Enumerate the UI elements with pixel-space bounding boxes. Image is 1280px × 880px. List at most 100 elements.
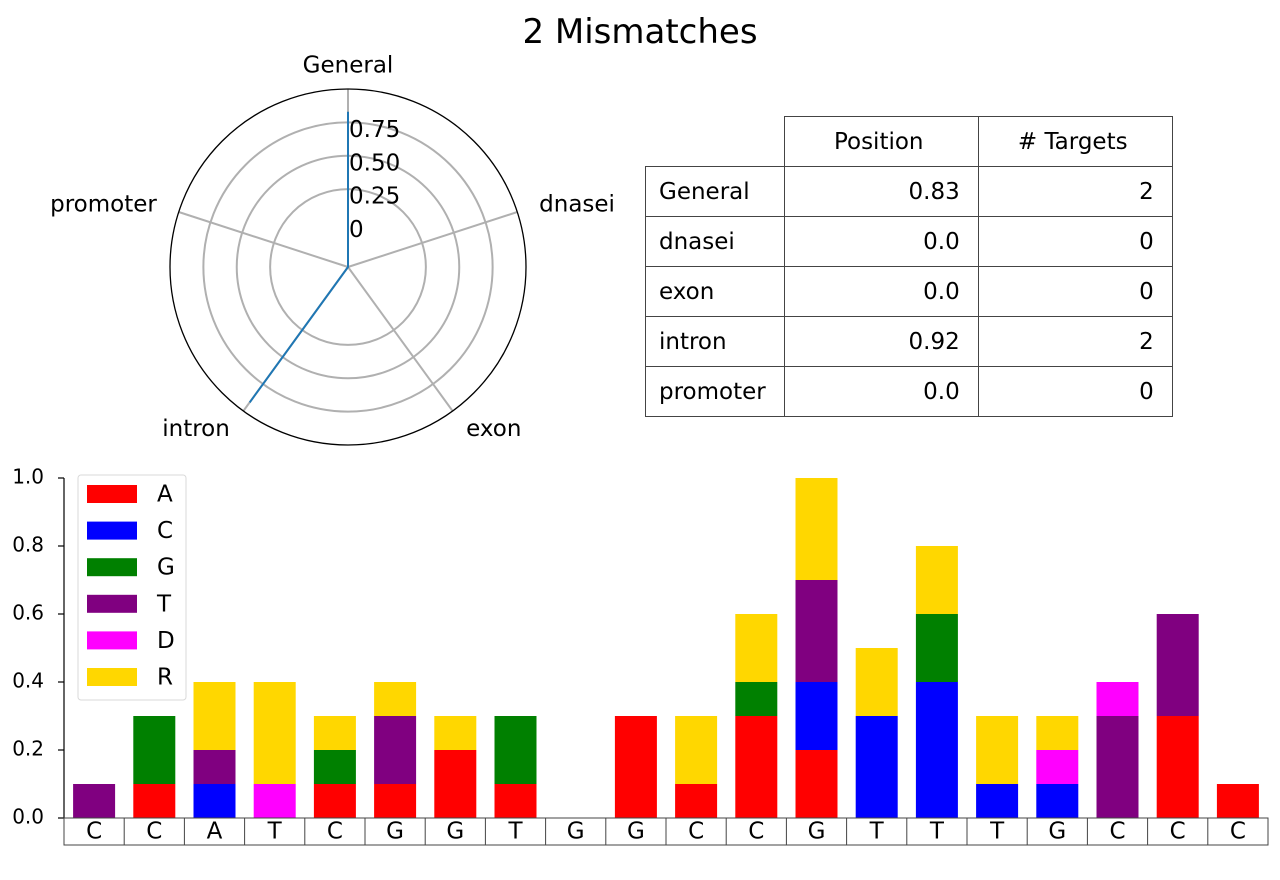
bar-segment-A	[795, 750, 838, 818]
bar-segment-R	[374, 682, 417, 716]
x-category-label: C	[146, 819, 162, 845]
bar-segment-C	[855, 716, 898, 818]
y-tick-label: 0.6	[12, 601, 44, 625]
table-header-row: Position # Targets	[645, 116, 1173, 167]
x-category-label: C	[86, 819, 102, 845]
x-category-label: T	[929, 819, 945, 845]
targets-cell: 2	[977, 316, 1173, 367]
table-row: dnasei 0.0 0	[645, 216, 1173, 267]
y-tick-label: 0.8	[12, 533, 44, 557]
x-category-label: A	[207, 819, 223, 845]
x-category-label: G	[627, 819, 645, 845]
table-row: General 0.83 2	[645, 166, 1173, 217]
bar-segment-A	[735, 716, 778, 818]
bar-segment-D	[1036, 750, 1079, 784]
bar-segment-R	[855, 648, 898, 716]
bar-segment-T	[1096, 716, 1139, 818]
bar-segment-T	[374, 716, 417, 784]
bar-segment-G	[133, 716, 176, 784]
row-label: dnasei	[645, 216, 785, 267]
x-category-label: G	[386, 819, 404, 845]
bar-segment-C	[795, 682, 838, 750]
legend-swatch-D	[87, 631, 137, 650]
bar-segment-D	[1096, 682, 1139, 716]
bar-segment-G	[494, 716, 537, 784]
chart-title: 2 Mismatches	[522, 12, 758, 52]
bar-segment-C	[915, 682, 958, 818]
stacked-bar-chart: 0.00.20.40.60.81.0C C A T C G G T G G C C G T T T G C C CAC…	[12, 465, 1269, 846]
bar-segment-R	[976, 716, 1019, 784]
bar-segment-G	[313, 750, 356, 784]
radar-category-label: dnasei	[539, 191, 615, 217]
x-category-label: T	[267, 819, 283, 845]
legend-swatch-T	[87, 594, 137, 613]
bar-segment-R	[313, 716, 356, 750]
bar-segment-R	[193, 682, 236, 750]
stats-table: Position # Targets General 0.83 2 dnasei…	[645, 116, 1173, 417]
row-label: exon	[645, 266, 785, 317]
x-category-label: C	[327, 819, 343, 845]
x-category-label: T	[989, 819, 1005, 845]
radar-category-label: promoter	[50, 191, 157, 217]
bar-segment-A	[1156, 716, 1199, 818]
legend-label: T	[156, 591, 172, 617]
bar-segment-T	[73, 784, 116, 818]
bar-segment-R	[675, 716, 718, 784]
bar-segment-A	[313, 784, 356, 818]
radar-tick-label: 0	[349, 217, 364, 243]
bar-segment-A	[374, 784, 417, 818]
bar-segment-T	[193, 750, 236, 784]
position-cell: 0.83	[783, 166, 979, 217]
row-label: General	[645, 166, 785, 217]
radar-spoke	[347, 266, 454, 412]
y-tick-label: 1.0	[12, 465, 44, 489]
table-row: promoter 0.0 0	[645, 366, 1173, 417]
legend-swatch-G	[87, 558, 137, 577]
bar-segment-A	[494, 784, 537, 818]
x-category-label: C	[688, 819, 704, 845]
bar-segment-C	[193, 784, 236, 818]
bar-segment-A	[434, 750, 477, 818]
x-category-label: C	[1230, 819, 1246, 845]
x-category-label: G	[446, 819, 464, 845]
radar-category-label: intron	[162, 416, 230, 442]
bar-segment-D	[253, 784, 296, 818]
row-label: intron	[645, 316, 785, 367]
legend-label: D	[157, 628, 175, 654]
bar-segment-R	[434, 716, 477, 750]
x-category-label: C	[1170, 819, 1186, 845]
position-cell: 0.0	[783, 266, 979, 317]
bar-segment-R	[915, 546, 958, 614]
position-cell: 0.0	[783, 216, 979, 267]
bar-segment-R	[1036, 716, 1079, 750]
targets-cell: 0	[977, 216, 1173, 267]
targets-cell: 2	[977, 166, 1173, 217]
legend-label: C	[157, 518, 173, 544]
radar-data-line	[248, 111, 349, 403]
bar-segment-R	[253, 682, 296, 784]
x-category-label: C	[1109, 819, 1125, 845]
legend-label: R	[157, 665, 173, 691]
legend-label: G	[157, 555, 175, 581]
legend-swatch-A	[87, 485, 137, 503]
bar-segment-R	[795, 478, 838, 580]
radar-chart: 0 0.25 0.50 0.75 General dnasei exon intron prom…	[50, 53, 615, 446]
row-label: promoter	[645, 366, 785, 417]
y-tick-label: 0.4	[12, 669, 44, 693]
y-tick-label: 0.2	[12, 737, 44, 761]
radar-tick-label: 0.50	[349, 150, 400, 176]
bar-segment-C	[976, 784, 1019, 818]
column-header-targets: # Targets	[977, 116, 1173, 167]
radar-category-label: exon	[466, 416, 521, 442]
radar-outer-frame	[169, 88, 527, 446]
bar-segment-A	[614, 716, 657, 818]
x-category-label: C	[748, 819, 764, 845]
position-cell: 0.92	[783, 316, 979, 367]
x-category-label: T	[869, 819, 885, 845]
bar-segment-T	[795, 580, 838, 682]
table-row: exon 0.0 0	[645, 266, 1173, 317]
y-tick-label: 0.0	[12, 805, 44, 829]
table-row: intron 0.92 2	[645, 316, 1173, 367]
targets-cell: 0	[977, 366, 1173, 417]
column-header-position: Position	[783, 116, 979, 167]
